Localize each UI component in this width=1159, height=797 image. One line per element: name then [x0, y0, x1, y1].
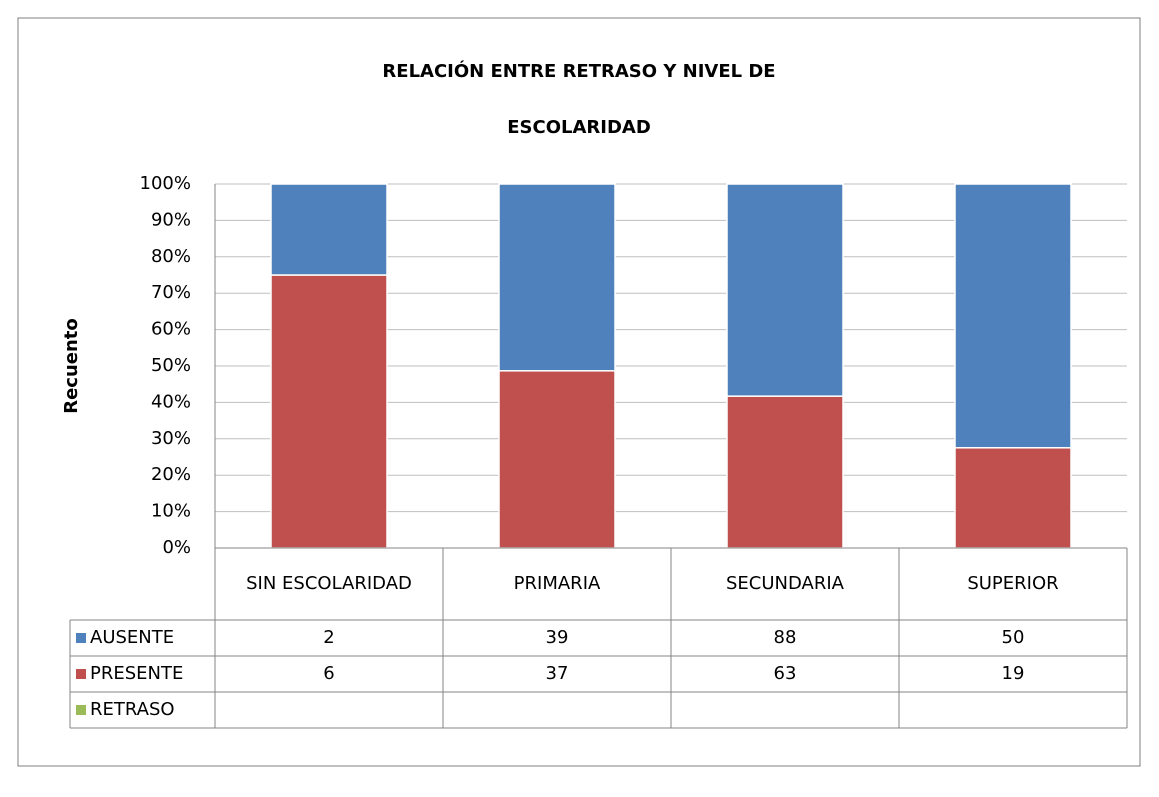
- x-tick-label: SECUNDARIA: [726, 573, 844, 595]
- y-tick-label: 70%: [151, 282, 191, 303]
- x-tick-label: PRIMARIA: [513, 573, 601, 595]
- table-value: 2: [323, 627, 334, 648]
- table-value: 6: [323, 663, 334, 684]
- table-value: 37: [546, 663, 569, 684]
- table-value: 19: [1002, 663, 1025, 684]
- y-tick-label: 90%: [151, 209, 191, 230]
- bar-segment: [498, 370, 616, 549]
- y-tick-label: 0%: [162, 537, 191, 558]
- legend-label: PRESENTE: [90, 663, 183, 684]
- bar-segment: [726, 183, 844, 397]
- y-axis-label: Recuento: [61, 318, 82, 414]
- legend-swatch: [76, 705, 86, 715]
- x-tick-label-box: PRIMARIA: [513, 573, 601, 595]
- bar-segment: [270, 274, 388, 549]
- table-value: 50: [1002, 627, 1025, 648]
- x-tick-label: SUPERIOR: [967, 573, 1059, 595]
- x-tick-label-box: SECUNDARIA: [726, 573, 844, 595]
- legend-swatch: [76, 633, 86, 643]
- table-value: 88: [774, 627, 797, 648]
- y-tick-label: 20%: [151, 464, 191, 485]
- y-tick-label: 30%: [151, 428, 191, 449]
- bar-segment: [726, 395, 844, 549]
- table-value: 39: [546, 627, 569, 648]
- y-tick-label: 40%: [151, 391, 191, 412]
- legend-swatch: [76, 669, 86, 679]
- y-tick-label: 100%: [140, 173, 191, 194]
- bar-segment: [954, 447, 1072, 549]
- legend-label: RETRASO: [90, 699, 175, 720]
- y-tick-label: 60%: [151, 319, 191, 340]
- x-tick-label: SIN ESCOLARIDAD: [246, 573, 412, 595]
- y-tick-label: 80%: [151, 246, 191, 267]
- x-tick-label-box: SUPERIOR: [967, 573, 1059, 595]
- x-tick-label-box: SIN ESCOLARIDAD: [246, 573, 412, 595]
- legend-label: AUSENTE: [90, 627, 174, 648]
- bar-segment: [498, 183, 616, 372]
- y-tick-label: 10%: [151, 501, 191, 522]
- chart-title: RELACIÓN ENTRE RETRASO Y NIVEL DE ESCOLAR…: [382, 60, 775, 138]
- table-value: 63: [774, 663, 797, 684]
- y-tick-label: 50%: [151, 355, 191, 376]
- bar-segment: [270, 183, 388, 276]
- bar-segment: [954, 183, 1072, 449]
